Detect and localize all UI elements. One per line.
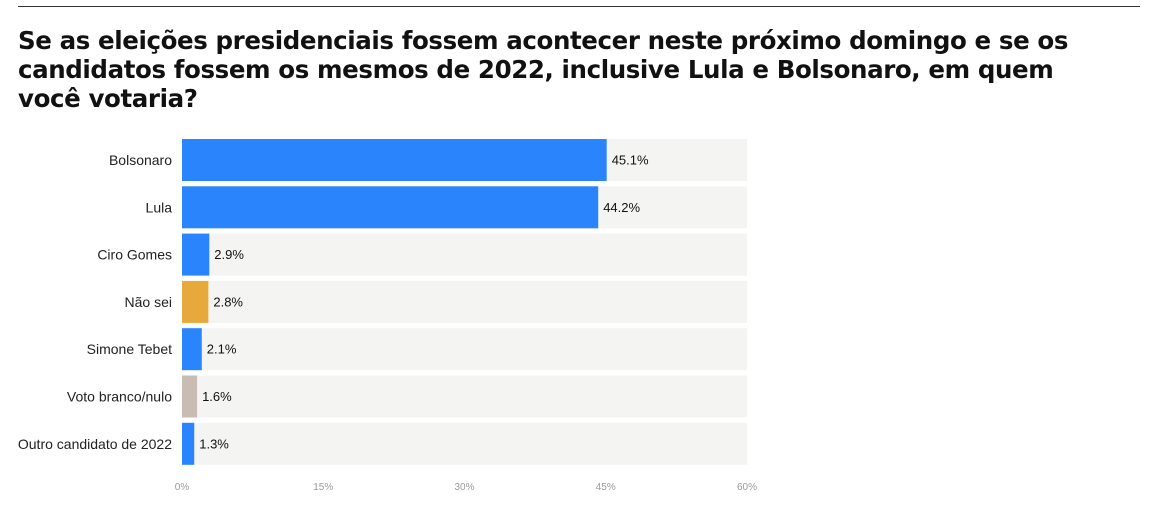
bar-track — [182, 233, 747, 276]
value-label: 1.6% — [202, 389, 232, 404]
x-tick-label: 15% — [313, 482, 333, 493]
bar-track — [182, 375, 747, 418]
category-label: Voto branco/nulo — [67, 389, 172, 405]
bar — [182, 280, 209, 323]
category-label: Simone Tebet — [87, 341, 172, 357]
value-label: 44.2% — [603, 200, 640, 215]
value-label: 2.1% — [207, 342, 237, 357]
bar-track — [182, 328, 747, 371]
bar — [182, 233, 210, 276]
bar — [182, 186, 599, 229]
x-tick-label: 30% — [454, 482, 474, 493]
x-tick-label: 0% — [175, 482, 190, 493]
category-label: Ciro Gomes — [97, 247, 172, 263]
bar — [182, 139, 607, 181]
value-label: 45.1% — [612, 153, 649, 168]
value-label: 2.8% — [213, 294, 243, 309]
bar — [182, 375, 198, 418]
value-label: 1.3% — [199, 436, 229, 451]
value-label: 2.9% — [214, 247, 244, 262]
category-label: Outro candidato de 2022 — [18, 436, 172, 452]
category-label: Lula — [146, 199, 173, 215]
chart-title: Se as eleições presidenciais fossem acon… — [18, 26, 1069, 113]
category-label: Não sei — [125, 294, 172, 310]
bar-track — [182, 422, 747, 465]
bar — [182, 328, 202, 371]
x-tick-label: 45% — [596, 482, 616, 493]
top-rule — [18, 6, 1140, 7]
x-tick-label: 60% — [737, 482, 757, 493]
category-label: Bolsonaro — [109, 152, 172, 168]
bar — [182, 422, 195, 465]
bar-track — [182, 280, 747, 323]
